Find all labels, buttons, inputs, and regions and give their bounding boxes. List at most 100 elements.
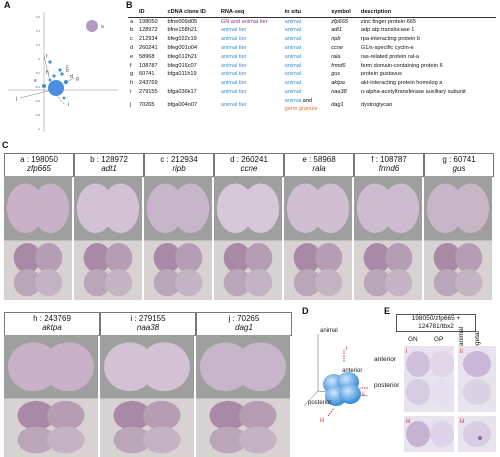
label-ii: ii <box>362 392 365 398</box>
cell-id: 58968 <box>138 53 155 60</box>
label-posterior: posterior <box>308 400 331 406</box>
cell-insitu: animal <box>284 62 302 69</box>
cell-rnaseq: animal tier <box>220 71 247 78</box>
label-animal: animal <box>320 328 338 334</box>
cell-clone: bfne158h21 <box>167 27 198 34</box>
cell-symbol: dag1 <box>331 101 344 108</box>
embryo-label: f : 108787 frmd6 <box>354 153 424 177</box>
panel-e-title-line2: 124781/tbx2 <box>418 323 454 330</box>
point-label-a: a <box>101 24 104 30</box>
cell-description: zinc finger protein 665 <box>360 18 416 25</box>
y-tick: 0.2 <box>36 43 41 47</box>
cell-clone: bfeg001o04 <box>167 45 198 52</box>
embryo-id: a : 198050 <box>20 155 58 164</box>
cell-rnaseq: GN and animal tier <box>220 18 268 25</box>
cell-insitu: animal <box>284 53 302 60</box>
cell-clone: bfeg016c07 <box>167 62 197 69</box>
embryo-image <box>4 176 72 300</box>
embryo-label: h : 243769 aktpa <box>4 312 100 336</box>
cell-id: 60741 <box>138 71 155 78</box>
scatter-plot: 0.6 0.4 0.2 0 -0.2 -0.4 -0.6 -0.8 -1 a f… <box>8 12 118 132</box>
cell-symbol: zfp665 <box>331 18 348 25</box>
point-e <box>42 84 46 88</box>
embryo-symbol: gus <box>452 164 466 173</box>
table-header-row: ID cDNA clone ID RNA-seq in situ symbol … <box>128 8 496 18</box>
col-rnaseq: RNA-seq <box>218 8 283 18</box>
cell-id: 108787 <box>138 62 158 69</box>
embryo-id: f : 108787 <box>371 155 407 164</box>
cell-symbol: aktpa <box>331 80 345 87</box>
row-key: b <box>130 27 134 34</box>
col-insitu: in situ <box>282 8 330 18</box>
row-key: h <box>130 80 134 87</box>
cell-symbol: ccne <box>331 45 344 52</box>
cell-symbol: rala <box>331 53 341 60</box>
point-d <box>60 72 64 76</box>
embryo-image <box>424 176 492 300</box>
embryo-symbol: adt1 <box>101 164 117 173</box>
cell-description: rpa-interacting protein b <box>360 36 420 43</box>
embryo-label: c : 212934 ripb <box>144 153 214 177</box>
embryo-symbol: ccne <box>240 164 258 173</box>
embryo-image <box>196 335 290 457</box>
cell-insitu: animal and germ granule <box>284 97 318 113</box>
point-label-f: f <box>46 54 48 60</box>
col-description: description <box>358 8 496 18</box>
point-g <box>64 80 68 84</box>
col-id: ID <box>136 8 166 18</box>
point-label-b: b <box>66 68 69 74</box>
cell-insitu: animal <box>284 18 302 25</box>
y-tick: -0.6 <box>35 99 41 103</box>
table-row: b 128972 bfne158h21 animal tier animal adt1 ad… <box>128 26 496 35</box>
cell-clone: bfeg012h21 <box>167 53 198 60</box>
table-row: h 243769 animal tier animal aktpa akt-interac… <box>128 79 496 88</box>
cell-description: ferm domain-containing protein 6 <box>360 62 443 69</box>
y-tick: 0.4 <box>36 29 41 33</box>
embryo-id: h : 243769 <box>33 314 71 323</box>
embryo-label: a : 198050 zfp665 <box>4 153 74 177</box>
cell-description: akt-interacting protein homolog a <box>360 80 443 87</box>
col-clone: cDNA clone ID <box>165 8 219 18</box>
point-a <box>86 20 98 32</box>
point-label-i: i <box>68 102 69 108</box>
cell-symbol: gus <box>331 71 341 78</box>
panel-letter-a: A <box>4 0 11 10</box>
col-symbol: symbol <box>329 8 359 18</box>
cell-rnaseq: animal tier <box>220 89 247 96</box>
cell-clone: bfeg022c19 <box>167 36 197 43</box>
table-row: c 212934 bfeg022c19 animal tier animal ripb rp… <box>128 35 496 44</box>
y-tick: 0 <box>38 57 40 61</box>
blastomere <box>339 384 361 404</box>
embryo-image <box>74 176 142 300</box>
embryo-symbol: naa38 <box>136 323 160 332</box>
cell-description: protein gustavus <box>360 71 402 78</box>
panel-letter-d: D <box>302 306 309 316</box>
embryo-symbol: ripb <box>172 164 186 173</box>
point-label-h: h <box>46 70 49 76</box>
y-tick: -0.4 <box>35 85 41 89</box>
cell-clone: bfga004o07 <box>167 101 198 108</box>
embryo-id: c : 212934 <box>160 155 198 164</box>
cell-id: 212934 <box>138 36 158 43</box>
cell-description: G1/s-specific cyclin-e <box>360 45 414 52</box>
cell-description: ras-related protein ral-a <box>360 53 420 60</box>
panel-e-title: 198050/zfp665 + 124781/tbx2 <box>396 314 476 332</box>
table-row: j 70265 bfga004o07 animal tier animal and ger… <box>128 97 496 114</box>
y-tick: -1 <box>37 127 40 131</box>
cell-description: dystroglycan <box>360 101 393 108</box>
panel-d-schematic: animal anterior posterior i ii iii <box>298 316 372 436</box>
cell-id: 70265 <box>138 101 155 108</box>
table-row: e 58968 bfeg012h21 animal tier animal rala ras… <box>128 53 496 62</box>
image-e-i: i <box>404 346 454 412</box>
cell-insitu: animal <box>284 89 302 96</box>
panel-b-table: ID cDNA clone ID RNA-seq in situ symbol … <box>128 8 496 114</box>
cell-id: 198050 <box>138 18 158 25</box>
point-label-e: e <box>34 78 37 84</box>
cell-symbol: naa38 <box>331 89 347 96</box>
label-animal-e: animal <box>458 326 465 346</box>
gene-table: ID cDNA clone ID RNA-seq in situ symbol … <box>128 8 496 114</box>
embryo-label: j : 70265 dag1 <box>196 312 292 336</box>
point-cluster-main <box>48 80 64 96</box>
row-key: i <box>130 89 132 96</box>
table-row: g 60741 bfga011h19 animal tier animal gus prot… <box>128 70 496 79</box>
